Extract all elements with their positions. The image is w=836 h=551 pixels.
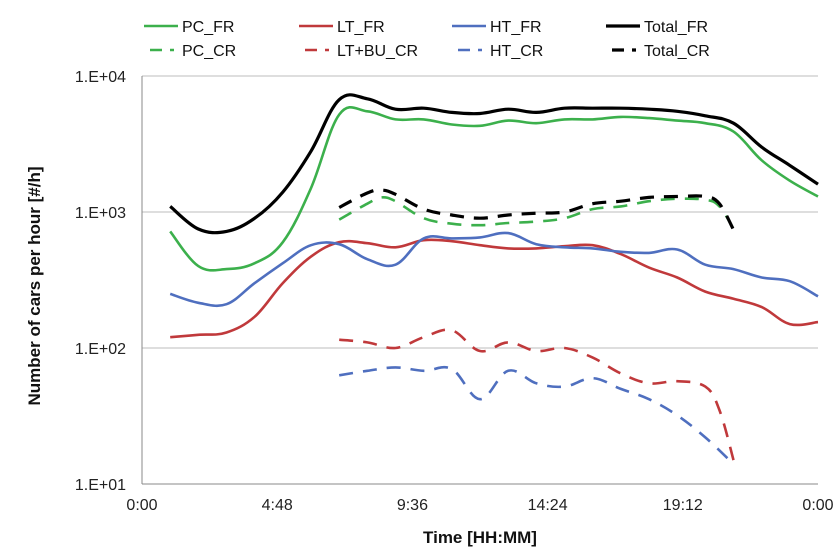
x-tick-label: 0:00 bbox=[126, 497, 157, 514]
y-tick-label: 1.E+01 bbox=[75, 477, 126, 494]
legend-item-pc-fr: PC_FR bbox=[144, 19, 234, 36]
y-tick-label: 1.E+02 bbox=[75, 341, 126, 358]
plot-frame bbox=[141, 76, 818, 485]
series-line-ht-cr bbox=[338, 365, 735, 466]
legend-item-lt-fr: LT_FR bbox=[299, 19, 385, 36]
x-tick-label: 9:36 bbox=[397, 497, 428, 514]
y-tick-label: 1.E+04 bbox=[75, 69, 126, 86]
legend-item-ht-cr: HT_CR bbox=[458, 43, 543, 60]
series-line-lt-bu-cr bbox=[339, 328, 735, 461]
legend-label: Total_CR bbox=[644, 43, 710, 60]
series-layer bbox=[169, 93, 819, 466]
x-tick-label: 14:24 bbox=[528, 497, 568, 514]
legend-item-total-fr: Total_FR bbox=[606, 19, 708, 36]
legend-label: PC_CR bbox=[182, 43, 236, 60]
x-tick-labels: 0:00 4:48 9:36 14:24 19:12 0:00 bbox=[126, 497, 833, 514]
legend-label: LT+BU_CR bbox=[337, 43, 418, 60]
grid-lines bbox=[142, 75, 818, 485]
x-axis-label: Time [HH:MM] bbox=[423, 528, 537, 547]
x-tick-label: 0:00 bbox=[802, 497, 833, 514]
legend: PC_FR LT_FR HT_FR Total_FR PC_CR LT+BU_CR HT_C… bbox=[144, 19, 710, 60]
legend-item-total-cr: Total_CR bbox=[612, 43, 710, 60]
series-line-total-cr bbox=[338, 188, 735, 231]
legend-item-ht-fr: HT_FR bbox=[452, 19, 542, 36]
legend-item-lt-bu-cr: LT+BU_CR bbox=[305, 43, 418, 60]
y-tick-labels: 1.E+01 1.E+02 1.E+03 1.E+04 bbox=[75, 69, 126, 494]
series-line-total-fr bbox=[169, 93, 819, 235]
x-tick-label: 19:12 bbox=[663, 497, 703, 514]
series-line-lt-fr bbox=[170, 238, 819, 339]
x-tick-label: 4:48 bbox=[262, 497, 293, 514]
y-tick-label: 1.E+03 bbox=[75, 205, 126, 222]
legend-label: Total_FR bbox=[644, 19, 708, 36]
series-line-pc-cr bbox=[338, 195, 735, 230]
series-line-pc-fr bbox=[169, 105, 819, 272]
legend-label: HT_CR bbox=[490, 43, 543, 60]
legend-item-pc-cr: PC_CR bbox=[150, 43, 236, 60]
y-axis-label: Number of cars per hour [#/h] bbox=[25, 167, 44, 406]
legend-label: PC_FR bbox=[182, 19, 234, 36]
legend-label: HT_FR bbox=[490, 19, 542, 36]
series-line-ht-fr bbox=[169, 231, 819, 308]
legend-label: LT_FR bbox=[337, 19, 385, 36]
